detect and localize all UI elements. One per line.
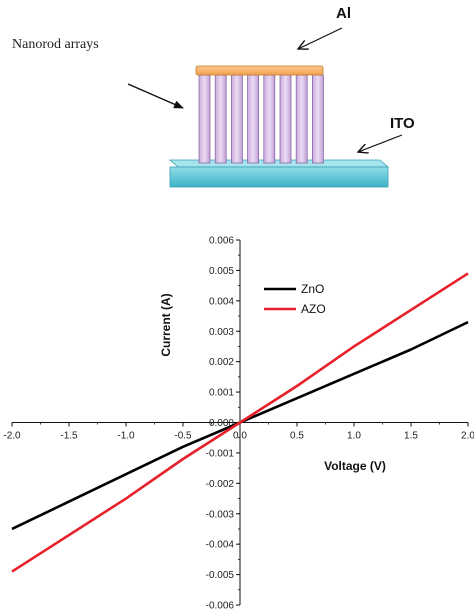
x-tick-label: -1.0 [117, 431, 135, 442]
x-tick-label: 0.0 [233, 431, 247, 442]
iv-chart: -2.0 -1.5 -1.0 -0.5 0.0 0.5 1.0 1.5 2.0 0.0060.0… [3, 236, 474, 609]
nanorod-array [198, 74, 324, 164]
series-line-azo [11, 272, 469, 573]
x-axis-ticks: -2.0 -1.5 -1.0 -0.5 0.0 0.5 1.0 1.5 2.0 [3, 422, 474, 442]
y-axis-title: Current (A) [159, 293, 173, 356]
y-tick-label: 0.006 [209, 236, 234, 247]
ito-arrow [358, 134, 403, 152]
x-axis-title: Voltage (V) [324, 459, 386, 473]
y-tick-label: 0.004 [209, 296, 234, 307]
device-schematic: Nanorod arrays Al ITO [12, 5, 415, 188]
y-tick-label: 0.001 [209, 388, 234, 399]
x-tick-label: 2.0 [461, 431, 474, 442]
x-tick-label: -0.5 [174, 431, 192, 442]
x-tick-label: -1.5 [60, 431, 78, 442]
nanorod [279, 74, 292, 164]
y-tick-label: -0.004 [206, 540, 235, 551]
y-tick-label: 0.002 [209, 357, 234, 368]
al-layer [195, 65, 324, 76]
nanorod-arrow [127, 83, 184, 109]
chart-series [11, 272, 469, 573]
legend-label-zno: ZnO [301, 282, 324, 296]
nanorod [230, 74, 243, 164]
nanorod [247, 74, 260, 164]
y-tick-label: -0.006 [206, 601, 235, 609]
ito-layer [168, 159, 390, 188]
ito-label: ITO [390, 115, 415, 132]
chart-legend: ZnO AZO [264, 282, 326, 316]
y-tick-label: -0.003 [206, 509, 235, 520]
legend-label-azo: AZO [301, 302, 326, 316]
y-tick-label: -0.002 [206, 479, 235, 490]
x-tick-label: -2.0 [3, 431, 21, 442]
nanorod [214, 74, 227, 164]
y-tick-label: 0.005 [209, 266, 234, 277]
y-tick-label: 0.003 [209, 327, 234, 338]
al-label: Al [336, 5, 351, 22]
y-tick-label: -0.005 [206, 570, 235, 581]
nanorod-arrays-label: Nanorod arrays [12, 37, 99, 52]
y-tick-label: -0.001 [206, 448, 235, 459]
al-arrow [298, 27, 343, 49]
nanorod [295, 74, 308, 164]
x-tick-label: 1.5 [404, 431, 418, 442]
y-axis-ticks: 0.006 0.005 0.004 0.003 0.002 0.001 0.000 -0.00… [206, 236, 240, 609]
y-tick-label: 0.000 [209, 418, 234, 429]
x-tick-label: 1.0 [347, 431, 361, 442]
nanorod [311, 74, 324, 164]
x-tick-label: 0.5 [290, 431, 304, 442]
nanorod [198, 74, 211, 164]
nanorod [263, 74, 276, 164]
